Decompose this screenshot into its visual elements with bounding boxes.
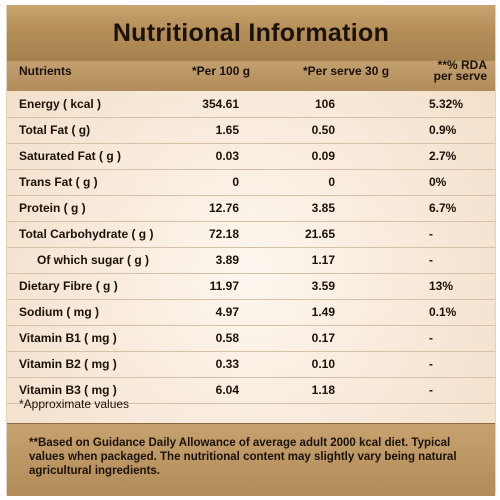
value-per-100g: 0.33 <box>215 357 239 371</box>
value-rda: - <box>429 331 433 345</box>
value-per-100g: 11.97 <box>209 279 239 293</box>
value-per-100g: 0 <box>232 175 239 189</box>
value-rda: 2.7% <box>429 149 457 163</box>
nutrient-name: Total Carbohydrate ( g ) <box>19 227 154 241</box>
table-header: Nutrients *Per 100 g *Per serve 30 g **%… <box>7 58 495 91</box>
value-per-100g: 12.76 <box>208 201 239 215</box>
table-row: Vitamin B3 ( mg ) 6.04 1.18 - <box>7 378 495 404</box>
nutrient-name: Saturated Fat ( g ) <box>19 149 122 163</box>
table-row: Sodium ( mg ) 4.97 1.49 0.1% <box>7 300 495 326</box>
table-row: Vitamin B1 ( mg ) 0.58 0.17 - <box>7 326 495 352</box>
nutrition-label: Nutritional Information Nutrients *Per 1… <box>6 5 496 496</box>
header-per-100g: *Per 100 g <box>192 64 251 78</box>
nutrient-name: Vitamin B2 ( mg ) <box>19 357 117 371</box>
table-row: Total Fat ( g) 1.65 0.50 0.9% <box>7 118 495 144</box>
value-per-serve: 0.17 <box>311 331 335 345</box>
table-row: Protein ( g ) 12.76 3.85 6.7% <box>7 196 495 222</box>
nutrient-name: Vitamin B1 ( mg ) <box>19 331 117 345</box>
value-per-100g: 354.61 <box>202 97 239 111</box>
value-per-serve: 0 <box>328 175 335 189</box>
value-rda: 0.1% <box>429 305 457 319</box>
approximate-note: *Approximate values <box>19 397 130 411</box>
nutrient-name: Dietary Fibre ( g ) <box>19 279 118 293</box>
value-per-serve: 0.10 <box>311 357 335 371</box>
value-rda: - <box>429 383 433 397</box>
value-per-100g: 1.65 <box>215 123 239 137</box>
value-rda: - <box>429 253 433 267</box>
footer-text: **Based on Guidance Daily Allowance of a… <box>29 437 457 477</box>
value-rda: 0.9% <box>429 123 457 137</box>
table-row: Vitamin B2 ( mg ) 0.33 0.10 - <box>7 352 495 378</box>
value-per-serve: 0.50 <box>311 123 335 137</box>
value-rda: 6.7% <box>429 201 457 215</box>
nutrient-name: Vitamin B3 ( mg ) <box>19 383 117 397</box>
header-nutrients: Nutrients <box>19 64 72 78</box>
value-per-100g: 0.58 <box>215 331 239 345</box>
value-per-serve: 106 <box>314 97 335 111</box>
value-per-serve: 3.85 <box>311 201 335 215</box>
value-per-serve: 0.09 <box>311 149 335 163</box>
table-row: Dietary Fibre ( g ) 11.97 3.59 13% <box>7 274 495 300</box>
value-per-100g: 4.97 <box>215 305 239 319</box>
value-per-100g: 0.03 <box>215 149 239 163</box>
title-bar: Nutritional Information <box>7 5 495 62</box>
header-rda: **% RDA per serve <box>433 58 487 83</box>
header-per-serve: *Per serve 30 g <box>303 64 390 78</box>
nutrient-name: Of which sugar ( g ) <box>37 253 150 267</box>
value-rda: - <box>429 357 433 371</box>
value-per-serve: 21.65 <box>304 227 335 241</box>
nutrient-name: Energy ( kcal ) <box>19 97 102 111</box>
value-per-100g: 3.89 <box>215 253 239 267</box>
value-rda: - <box>429 227 433 241</box>
table-row: Total Carbohydrate ( g ) 72.18 21.65 - <box>7 222 495 248</box>
table-row: Of which sugar ( g ) 3.89 1.17 - <box>7 248 495 274</box>
value-per-serve: 1.17 <box>311 253 335 267</box>
page-title: Nutritional Information <box>112 19 390 47</box>
footer-box: **Based on Guidance Daily Allowance of a… <box>7 423 495 496</box>
table-row: Trans Fat ( g ) 0 0 0% <box>7 170 495 196</box>
nutrient-name: Protein ( g ) <box>19 201 86 215</box>
value-per-100g: 6.04 <box>215 383 239 397</box>
value-rda: 0% <box>429 175 447 189</box>
table-row: Energy ( kcal ) 354.61 106 5.32% <box>7 92 495 118</box>
nutrient-name: Sodium ( mg ) <box>19 305 99 319</box>
value-per-serve: 1.49 <box>311 305 335 319</box>
nutrient-name: Total Fat ( g) <box>19 123 91 137</box>
value-per-100g: 72.18 <box>208 227 239 241</box>
value-rda: 5.32% <box>429 97 464 111</box>
table-row: Saturated Fat ( g ) 0.03 0.09 2.7% <box>7 144 495 170</box>
value-rda: 13% <box>429 279 454 293</box>
value-per-serve: 3.59 <box>311 279 335 293</box>
nutrient-name: Trans Fat ( g ) <box>19 175 98 189</box>
value-per-serve: 1.18 <box>311 383 335 397</box>
